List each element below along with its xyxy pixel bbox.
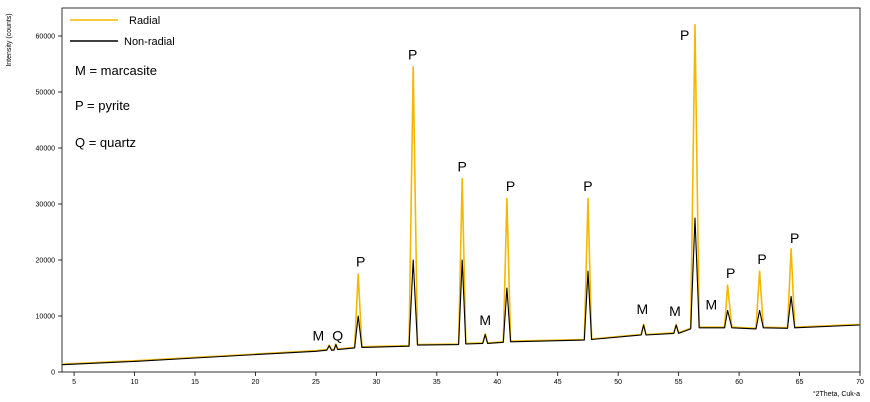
- plot-frame: [61, 7, 861, 373]
- peak-label: P: [408, 47, 417, 63]
- series-line-radial: [61, 24, 861, 365]
- peak-label: M: [669, 303, 681, 319]
- x-tick-label: 50: [614, 379, 622, 386]
- x-axis-title: °2Theta, Cuk-a: [813, 390, 860, 398]
- x-tick-label: 5: [72, 379, 76, 386]
- y-tick-label: 20000: [36, 258, 56, 265]
- x-tick-label: 20: [252, 379, 260, 386]
- peak-label: M: [479, 312, 491, 328]
- x-tick-label: 35: [433, 379, 441, 386]
- peak-label: M: [637, 301, 649, 317]
- x-tick-label: 30: [372, 379, 380, 386]
- y-tick-label: 40000: [36, 146, 56, 153]
- y-tick-label: 0: [51, 370, 55, 377]
- y-tick-label: 10000: [36, 314, 56, 321]
- peak-label: P: [458, 159, 467, 175]
- key-note: Q = quartz: [75, 135, 136, 150]
- legend-label: Radial: [129, 15, 160, 27]
- x-tick-label: 55: [675, 379, 683, 386]
- key-note: P = pyrite: [75, 98, 130, 113]
- x-tick-label: 65: [796, 379, 804, 386]
- x-tick-label: 40: [493, 379, 501, 386]
- peak-label: P: [680, 27, 689, 43]
- y-axis-title: Intensity (counts): [6, 13, 13, 66]
- legend-label: Non-radial: [124, 36, 175, 48]
- peak-label: P: [506, 178, 515, 194]
- peak-label: M: [705, 296, 717, 312]
- peak-label: P: [790, 230, 799, 246]
- x-tick-label: 25: [312, 379, 320, 386]
- peak-label: P: [356, 254, 365, 270]
- y-tick-label: 50000: [36, 90, 56, 97]
- y-tick-label: 60000: [36, 34, 56, 41]
- peak-label: M: [312, 328, 324, 344]
- peak-label: P: [757, 251, 766, 267]
- peak-label: P: [583, 178, 592, 194]
- x-tick-label: 10: [131, 379, 139, 386]
- series-line-non-radial: [61, 217, 861, 366]
- y-tick-label: 30000: [36, 202, 56, 209]
- x-tick-label: 70: [856, 379, 864, 386]
- key-note: M = marcasite: [75, 63, 157, 78]
- x-tick-label: 15: [191, 379, 199, 386]
- peak-label: P: [726, 265, 735, 281]
- x-tick-label: 60: [735, 379, 743, 386]
- peak-label: Q: [332, 328, 343, 344]
- x-tick-label: 45: [554, 379, 562, 386]
